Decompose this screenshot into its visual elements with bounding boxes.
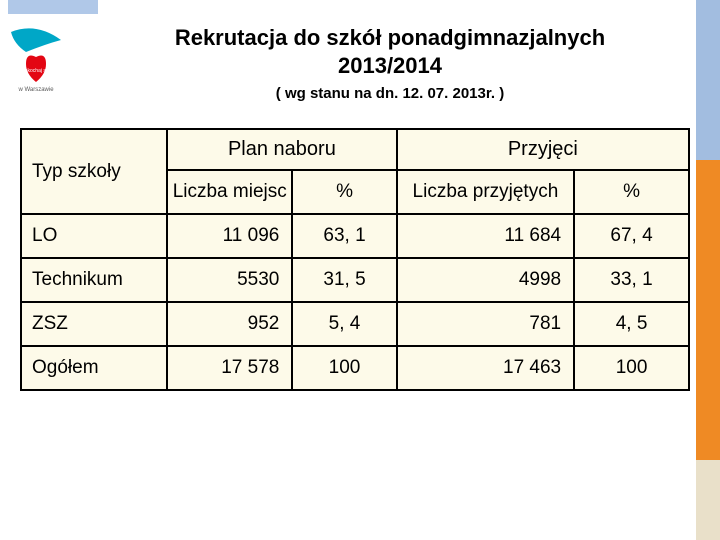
page-title-line2: 2013/2014 [100, 52, 680, 80]
th-miejsc: Liczba miejsc [167, 170, 292, 214]
cell-miejsc: 17 578 [167, 346, 292, 390]
th-type: Typ szkoły [21, 129, 167, 214]
cell-pct1: 100 [292, 346, 396, 390]
cell-pct1: 63, 1 [292, 214, 396, 258]
th-pct2: % [574, 170, 689, 214]
cell-miejsc: 11 096 [167, 214, 292, 258]
svg-text:zakochaj się: zakochaj się [22, 68, 50, 74]
cell-pct2: 100 [574, 346, 689, 390]
cell-przyj: 4998 [397, 258, 574, 302]
th-plan: Plan naboru [167, 129, 397, 170]
cell-label: Technikum [21, 258, 167, 302]
warsaw-logo: zakochaj się w Warszawie [6, 22, 76, 92]
cell-pct2: 67, 4 [574, 214, 689, 258]
cell-label: Ogółem [21, 346, 167, 390]
table-row: Ogółem 17 578 100 17 463 100 [21, 346, 689, 390]
table-row: Technikum 5530 31, 5 4998 33, 1 [21, 258, 689, 302]
cell-label: ZSZ [21, 302, 167, 346]
cell-pct1: 5, 4 [292, 302, 396, 346]
table-header-row-1: Typ szkoły Plan naboru Przyjęci [21, 129, 689, 170]
cell-pct1: 31, 5 [292, 258, 396, 302]
cell-przyj: 781 [397, 302, 574, 346]
table-row: ZSZ 952 5, 4 781 4, 5 [21, 302, 689, 346]
top-accent-bar [8, 0, 98, 14]
cell-pct2: 4, 5 [574, 302, 689, 346]
page-subtitle: ( wg stanu na dn. 12. 07. 2013r. ) [100, 85, 680, 102]
cell-miejsc: 5530 [167, 258, 292, 302]
svg-text:w Warszawie: w Warszawie [17, 87, 54, 92]
recruitment-table: Typ szkoły Plan naboru Przyjęci Liczba m… [20, 128, 690, 391]
cell-przyj: 17 463 [397, 346, 574, 390]
cell-przyj: 11 684 [397, 214, 574, 258]
cell-pct2: 33, 1 [574, 258, 689, 302]
page-title-line1: Rekrutacja do szkół ponadgimnazjalnych [100, 24, 680, 52]
table-row: LO 11 096 63, 1 11 684 67, 4 [21, 214, 689, 258]
th-accepted: Przyjęci [397, 129, 689, 170]
th-pct1: % [292, 170, 396, 214]
cell-label: LO [21, 214, 167, 258]
title-block: Rekrutacja do szkół ponadgimnazjalnych 2… [100, 24, 680, 102]
th-przyj: Liczba przyjętych [397, 170, 574, 214]
cell-miejsc: 952 [167, 302, 292, 346]
side-accent-stripe [696, 0, 720, 540]
